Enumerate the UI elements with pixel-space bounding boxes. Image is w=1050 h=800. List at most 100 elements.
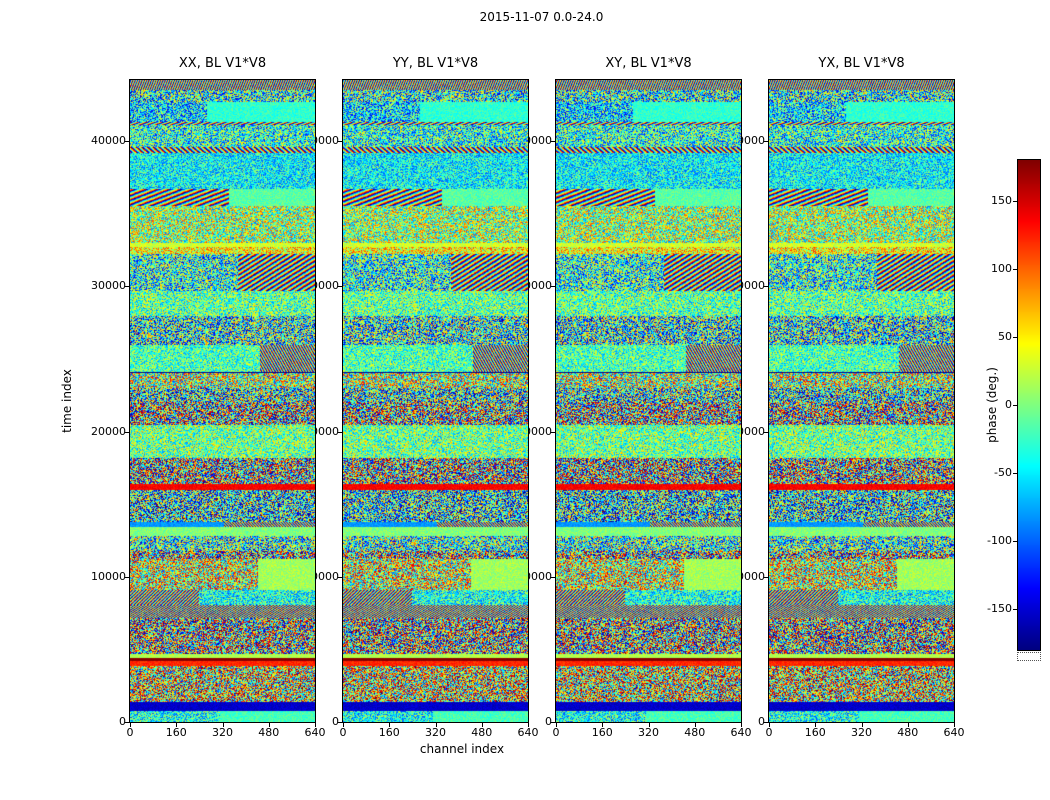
panel-title-yx: YX, BL V1*V8 [818,56,905,71]
y-tick-mark [125,286,129,288]
x-tick-label: 480 [258,726,280,739]
x-tick-mark [481,723,483,727]
x-tick-label: 640 [517,726,539,739]
x-tick-mark [954,723,955,727]
colorbar-tick-mark [1013,336,1017,338]
x-tick-mark [861,723,863,727]
y-tick-label: 0 [332,715,339,728]
colorbar-tick-label: 150 [991,193,1012,207]
x-tick-mark [389,723,391,727]
x-axis-label: channel index [419,742,505,756]
colorbar-tick-label: 50 [998,329,1012,343]
x-tick-mark [648,723,650,727]
x-tick-mark [815,723,817,727]
x-tick-mark [602,723,604,727]
x-tick-label: 160 [165,726,187,739]
panel-title-xy: XY, BL V1*V8 [605,56,692,71]
y-tick-mark [338,722,342,723]
y-tick-mark [764,141,768,142]
phase-heatmap-canvas-yy [343,80,528,722]
x-tick-label: 480 [897,726,919,739]
y-tick-mark [338,141,342,142]
y-tick-mark [338,286,342,288]
y-tick-mark [551,431,555,433]
y-tick-mark [551,141,555,142]
x-tick-label: 160 [804,726,826,739]
x-tick-mark [435,723,437,727]
panel-title-xx: XX, BL V1*V8 [178,56,267,71]
heatmap-panel-yy [342,79,529,723]
heatmap-panel-xx [129,79,316,723]
colorbar-tick-label: 100 [991,261,1012,275]
x-tick-label: 0 [339,726,347,739]
x-tick-label: 320 [851,726,872,739]
colorbar-tick-mark [1013,268,1017,270]
y-tick-label: 30000 [91,279,126,293]
y-tick-mark [551,722,555,723]
x-tick-label: 0 [126,726,134,739]
colorbar-extend-box [1017,652,1041,661]
heatmap-panel-xy [555,79,742,723]
colorbar-tick-mark [1013,473,1017,475]
colorbar-gradient-canvas [1018,160,1040,650]
colorbar-tick-mark [1013,200,1017,202]
colorbar-tick-label: -150 [987,602,1012,616]
x-tick-label: 640 [304,726,326,739]
colorbar-tick-mark [1013,541,1017,543]
y-tick-mark [338,576,342,578]
x-tick-label: 640 [943,726,965,739]
colorbar-tick-label: -100 [987,534,1012,548]
y-tick-mark [764,722,768,723]
x-tick-label: 160 [591,726,613,739]
y-tick-mark [125,431,129,433]
y-tick-mark [125,722,129,723]
x-tick-label: 320 [212,726,233,739]
x-tick-label: 0 [765,726,773,739]
y-tick-label: 0 [758,715,765,728]
phase-heatmap-canvas-yx [769,80,954,722]
colorbar-tick-label: 0 [1005,398,1012,411]
y-tick-label: 10000 [91,569,126,583]
x-tick-mark [907,723,909,727]
colorbar-tick-mark [1013,405,1017,406]
y-tick-mark [338,431,342,433]
x-tick-mark [694,723,696,727]
phase-heatmap-canvas-xy [556,80,741,722]
y-tick-label: 40000 [91,134,126,147]
figure-title: 2015-11-07 0.0-24.0 [479,10,604,24]
heatmap-panel-yx [768,79,955,723]
x-tick-mark [343,723,344,727]
x-tick-mark [268,723,270,727]
x-tick-label: 480 [684,726,706,739]
y-tick-label: 0 [119,715,126,728]
y-tick-mark [125,141,129,142]
colorbar-tick-mark [1013,609,1017,611]
x-tick-mark [741,723,742,727]
y-tick-label: 20000 [91,424,126,438]
x-tick-label: 0 [552,726,560,739]
x-tick-mark [769,723,770,727]
colorbar [1017,159,1041,651]
y-tick-mark [551,576,555,578]
y-tick-mark [764,576,768,578]
x-tick-mark [315,723,316,727]
y-tick-mark [551,286,555,288]
phase-heatmap-canvas-xx [130,80,315,722]
x-tick-label: 640 [730,726,752,739]
x-tick-label: 320 [638,726,659,739]
y-tick-mark [764,431,768,433]
x-tick-mark [130,723,131,727]
x-tick-mark [556,723,557,727]
y-tick-mark [764,286,768,288]
x-tick-label: 320 [425,726,446,739]
y-tick-mark [125,576,129,578]
x-tick-mark [222,723,224,727]
x-tick-label: 160 [378,726,400,739]
y-axis-label: time index [60,369,74,433]
x-tick-label: 480 [471,726,493,739]
panel-title-yy: YY, BL V1*V8 [392,56,479,71]
x-tick-mark [528,723,529,727]
x-tick-mark [176,723,178,727]
colorbar-tick-label: -50 [994,466,1012,480]
